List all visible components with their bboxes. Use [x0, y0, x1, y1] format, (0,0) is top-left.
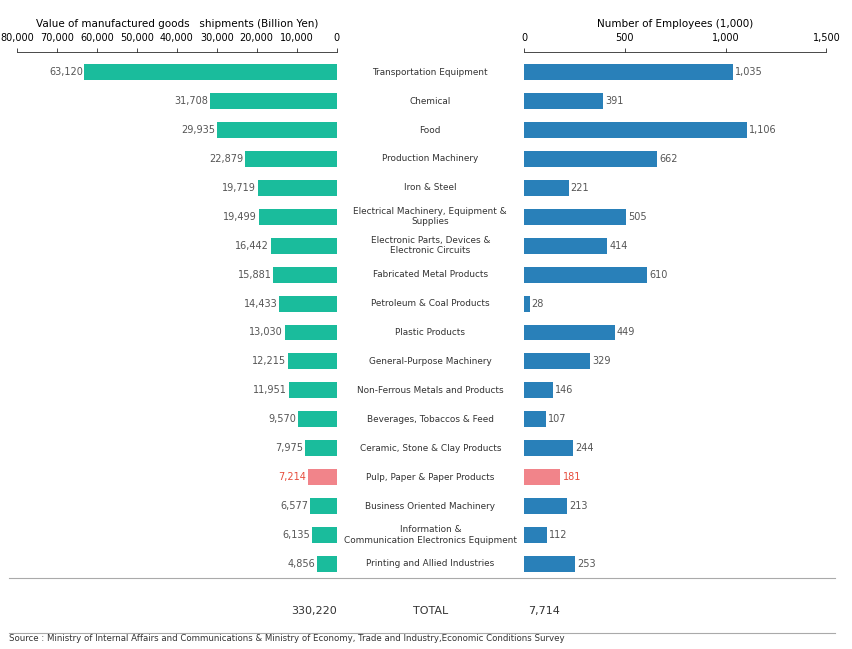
Bar	[524, 267, 647, 282]
Bar	[310, 498, 337, 514]
Text: Business Oriented Machinery: Business Oriented Machinery	[366, 502, 495, 511]
Bar	[524, 411, 545, 427]
Text: Electrical Machinery, Equipment &
Supplies: Electrical Machinery, Equipment & Suppli…	[354, 207, 507, 227]
Bar	[524, 556, 575, 572]
Bar	[317, 556, 337, 572]
Text: 6,577: 6,577	[280, 501, 308, 511]
Text: Electronic Parts, Devices &
Electronic Circuits: Electronic Parts, Devices & Electronic C…	[371, 236, 490, 256]
Bar	[273, 267, 337, 282]
Text: Plastic Products: Plastic Products	[395, 328, 465, 337]
Text: 414: 414	[609, 241, 628, 251]
Text: Petroleum & Coal Products: Petroleum & Coal Products	[371, 299, 490, 308]
Text: 28: 28	[532, 299, 544, 308]
Text: 31,708: 31,708	[175, 96, 208, 106]
Bar	[258, 180, 337, 196]
Text: 610: 610	[649, 269, 667, 280]
Bar	[524, 151, 658, 167]
Text: 63,120: 63,120	[49, 67, 83, 77]
Bar	[524, 469, 561, 485]
Text: 107: 107	[548, 414, 566, 424]
Bar	[524, 93, 603, 109]
Text: Information &
Communication Electronics Equipment: Information & Communication Electronics …	[343, 525, 517, 545]
Bar	[524, 527, 547, 543]
Bar	[289, 382, 337, 398]
Text: 29,935: 29,935	[181, 125, 216, 135]
Bar	[524, 64, 733, 80]
Text: 213: 213	[569, 501, 587, 511]
Bar	[524, 238, 607, 254]
Text: 112: 112	[549, 530, 567, 540]
Text: General-Purpose Machinery: General-Purpose Machinery	[369, 357, 492, 366]
Bar	[312, 527, 337, 543]
Text: Non-Ferrous Metals and Products: Non-Ferrous Metals and Products	[357, 386, 504, 395]
Text: 4,856: 4,856	[288, 559, 315, 569]
Text: 181: 181	[562, 472, 581, 482]
Text: 15,881: 15,881	[238, 269, 272, 280]
X-axis label: Number of Employees (1,000): Number of Employees (1,000)	[597, 19, 753, 29]
Bar	[210, 93, 337, 109]
Text: 505: 505	[628, 212, 647, 222]
Text: Chemical: Chemical	[410, 97, 451, 106]
Text: Ceramic, Stone & Clay Products: Ceramic, Stone & Clay Products	[360, 444, 501, 452]
Bar	[245, 151, 337, 167]
Bar	[271, 238, 337, 254]
Text: Source : Ministry of Internal Affairs and Communications & Ministry of Economy, : Source : Ministry of Internal Affairs an…	[9, 633, 564, 643]
Bar	[288, 354, 337, 369]
Text: Printing and Allied Industries: Printing and Allied Industries	[366, 559, 494, 569]
Text: 330,220: 330,220	[291, 606, 337, 616]
Text: 1,106: 1,106	[749, 125, 777, 135]
Text: Transportation Equipment: Transportation Equipment	[372, 67, 488, 77]
Bar	[524, 354, 590, 369]
Bar	[524, 324, 614, 341]
Bar	[217, 122, 337, 138]
Text: 11,951: 11,951	[253, 386, 287, 395]
Bar	[524, 498, 567, 514]
Text: 6,135: 6,135	[283, 530, 310, 540]
Text: 7,714: 7,714	[528, 606, 560, 616]
Bar	[298, 411, 337, 427]
Text: 19,719: 19,719	[222, 183, 256, 193]
Text: 244: 244	[575, 443, 594, 453]
Bar	[285, 324, 337, 341]
Bar	[524, 440, 573, 456]
Text: 12,215: 12,215	[252, 356, 286, 367]
Text: 22,879: 22,879	[210, 154, 244, 164]
Text: 13,030: 13,030	[249, 328, 283, 337]
Bar	[524, 382, 554, 398]
Text: Food: Food	[419, 125, 441, 134]
Bar	[524, 122, 747, 138]
Text: 7,214: 7,214	[279, 472, 306, 482]
Bar	[524, 209, 626, 225]
Bar	[305, 440, 337, 456]
Bar	[524, 295, 530, 312]
Bar	[84, 64, 337, 80]
Text: 1,035: 1,035	[734, 67, 763, 77]
Text: 329: 329	[592, 356, 611, 367]
Text: Fabricated Metal Products: Fabricated Metal Products	[372, 270, 488, 279]
Text: Pulp, Paper & Paper Products: Pulp, Paper & Paper Products	[366, 472, 494, 482]
Text: Production Machinery: Production Machinery	[383, 154, 478, 164]
Text: 449: 449	[617, 328, 635, 337]
Text: 391: 391	[605, 96, 623, 106]
Bar	[279, 295, 337, 312]
Text: 19,499: 19,499	[223, 212, 257, 222]
Text: 253: 253	[577, 559, 596, 569]
Text: Beverages, Tobaccos & Feed: Beverages, Tobaccos & Feed	[367, 415, 493, 424]
Bar	[259, 209, 337, 225]
Text: 16,442: 16,442	[235, 241, 269, 251]
Text: 14,433: 14,433	[244, 299, 277, 308]
Text: Iron & Steel: Iron & Steel	[404, 184, 457, 192]
Text: TOTAL: TOTAL	[412, 606, 448, 616]
X-axis label: Value of manufactured goods   shipments (Billion Yen): Value of manufactured goods shipments (B…	[36, 19, 318, 29]
Text: 7,975: 7,975	[275, 443, 303, 453]
Text: 9,570: 9,570	[269, 414, 296, 424]
Bar	[524, 180, 568, 196]
Text: 662: 662	[659, 154, 678, 164]
Text: 146: 146	[556, 386, 573, 395]
Text: 221: 221	[571, 183, 590, 193]
Bar	[308, 469, 337, 485]
